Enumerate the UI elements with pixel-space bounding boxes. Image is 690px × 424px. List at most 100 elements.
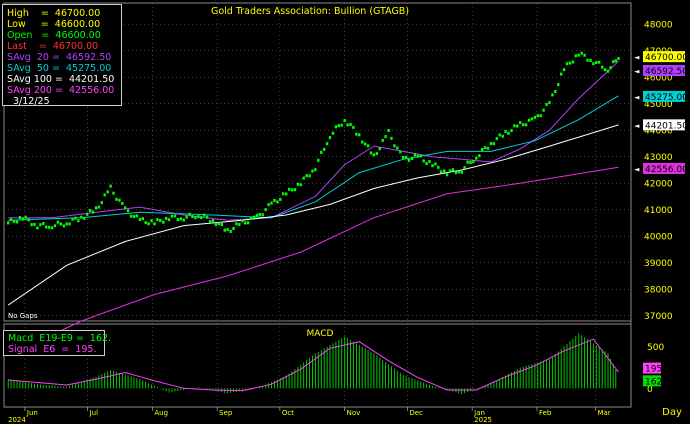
- price-dot: [478, 154, 481, 158]
- price-dot: [314, 168, 317, 172]
- x-month-label: Oct: [282, 409, 294, 417]
- price-dot: [170, 214, 174, 218]
- price-dot: [428, 160, 431, 163]
- price-dot: [287, 187, 291, 191]
- price-dot: [141, 217, 144, 221]
- x-year-label: 2025: [474, 416, 492, 424]
- y-tick-label: 42000: [644, 180, 673, 190]
- price-dot: [516, 124, 519, 128]
- price-dot: [208, 220, 212, 223]
- price-dot: [527, 118, 531, 122]
- open-label: Open = 46600.00: [7, 30, 101, 41]
- price-dot: [317, 158, 320, 162]
- x-month-label: Nov: [347, 409, 361, 417]
- price-dot: [410, 157, 414, 160]
- price-dot: [296, 182, 300, 186]
- x-month-label: Feb: [539, 409, 552, 417]
- x-month-label: Sep: [219, 409, 233, 417]
- price-dot: [217, 222, 221, 226]
- price-dot: [583, 53, 586, 57]
- price-dot: [413, 153, 417, 157]
- price-dot: [68, 222, 71, 226]
- price-dot: [188, 212, 191, 216]
- low-label: Low = 46600.00: [7, 19, 101, 30]
- price-dot: [601, 65, 604, 69]
- price-dot: [334, 125, 338, 129]
- price-dot: [185, 215, 188, 219]
- price-dot: [293, 188, 297, 192]
- value-tag-layer: 46700.00 ◄ 46592.50 ◄ 45275.00 ◄ 44201.50 ◄ 4255…: [634, 51, 688, 387]
- price-dot: [393, 144, 396, 148]
- price-dot: [77, 219, 80, 223]
- price-dot: [106, 190, 109, 194]
- price-dot: [80, 215, 83, 219]
- price-dot: [138, 218, 142, 222]
- price-dot: [612, 60, 615, 64]
- price-dot: [390, 136, 393, 140]
- y-tick-label: 39000: [644, 259, 673, 269]
- price-dot: [18, 216, 22, 219]
- y-tick-label: 40000: [644, 233, 673, 243]
- price-dot: [407, 158, 411, 162]
- price-dot: [551, 93, 554, 97]
- price-dot: [580, 51, 583, 55]
- savg100-value-tag: 44201.50: [645, 121, 688, 131]
- price-dot: [340, 123, 343, 127]
- price-dot: [71, 217, 74, 221]
- tag-arrow: ◄: [634, 122, 640, 130]
- price-dot: [276, 200, 279, 204]
- chart-title: Gold Traders Association: Bullion (GTAGB…: [211, 6, 409, 17]
- y-tick-label: 38000: [644, 286, 673, 296]
- macd-value-label: Macd E19-E9 = 162.: [8, 333, 112, 344]
- price-dot: [492, 142, 496, 146]
- price-dot: [369, 151, 373, 155]
- price-dot: [598, 60, 601, 64]
- price-dot: [560, 72, 563, 76]
- price-dot: [282, 192, 285, 196]
- price-dot: [352, 125, 355, 129]
- tag-arrow: ◄: [634, 93, 640, 101]
- price-dot: [97, 205, 101, 209]
- price-dot: [378, 147, 381, 151]
- price-dot: [524, 123, 528, 127]
- price-dot: [355, 132, 358, 136]
- price-dot: [124, 206, 127, 210]
- price-dot: [223, 228, 226, 232]
- y-tick-label: 37000: [644, 312, 673, 322]
- price-dot: [126, 209, 130, 213]
- y-tick-label: 46000: [644, 74, 673, 84]
- macd-info-box: Macd E19-E9 = 162. Signal E6 = 195.: [3, 330, 111, 356]
- price-dot: [74, 216, 77, 220]
- price-dot: [226, 228, 229, 232]
- price-dot: [448, 169, 452, 173]
- price-dot: [422, 159, 425, 163]
- price-dot: [279, 197, 282, 201]
- price-dot: [88, 209, 92, 212]
- price-dot: [522, 123, 525, 127]
- price-dot: [504, 129, 507, 133]
- signal-value-label: Signal E6 = 195.: [8, 344, 97, 355]
- macd-tick-label: 0: [647, 385, 653, 395]
- price-dot: [191, 215, 194, 219]
- price-dot: [273, 199, 276, 202]
- price-dot: [498, 133, 501, 137]
- macd-layer: [7, 333, 619, 395]
- price-dot: [311, 169, 314, 173]
- price-dot: [325, 142, 329, 146]
- price-dot: [568, 61, 572, 65]
- price-dot: [387, 129, 390, 132]
- price-dot: [205, 215, 209, 219]
- savg-line: [8, 95, 619, 221]
- price-dot: [94, 206, 98, 210]
- price-dot: [486, 146, 490, 150]
- price-dot: [469, 160, 472, 164]
- price-dot: [7, 221, 10, 225]
- y-tick-label: 44000: [644, 127, 673, 137]
- price-dot: [15, 220, 19, 224]
- moving-average-layer: [7, 60, 619, 356]
- price-dot: [589, 59, 592, 62]
- macd-value-tag: 162: [645, 377, 662, 387]
- price-dot: [466, 160, 469, 164]
- price-dot: [463, 166, 466, 170]
- price-dot: [475, 156, 478, 160]
